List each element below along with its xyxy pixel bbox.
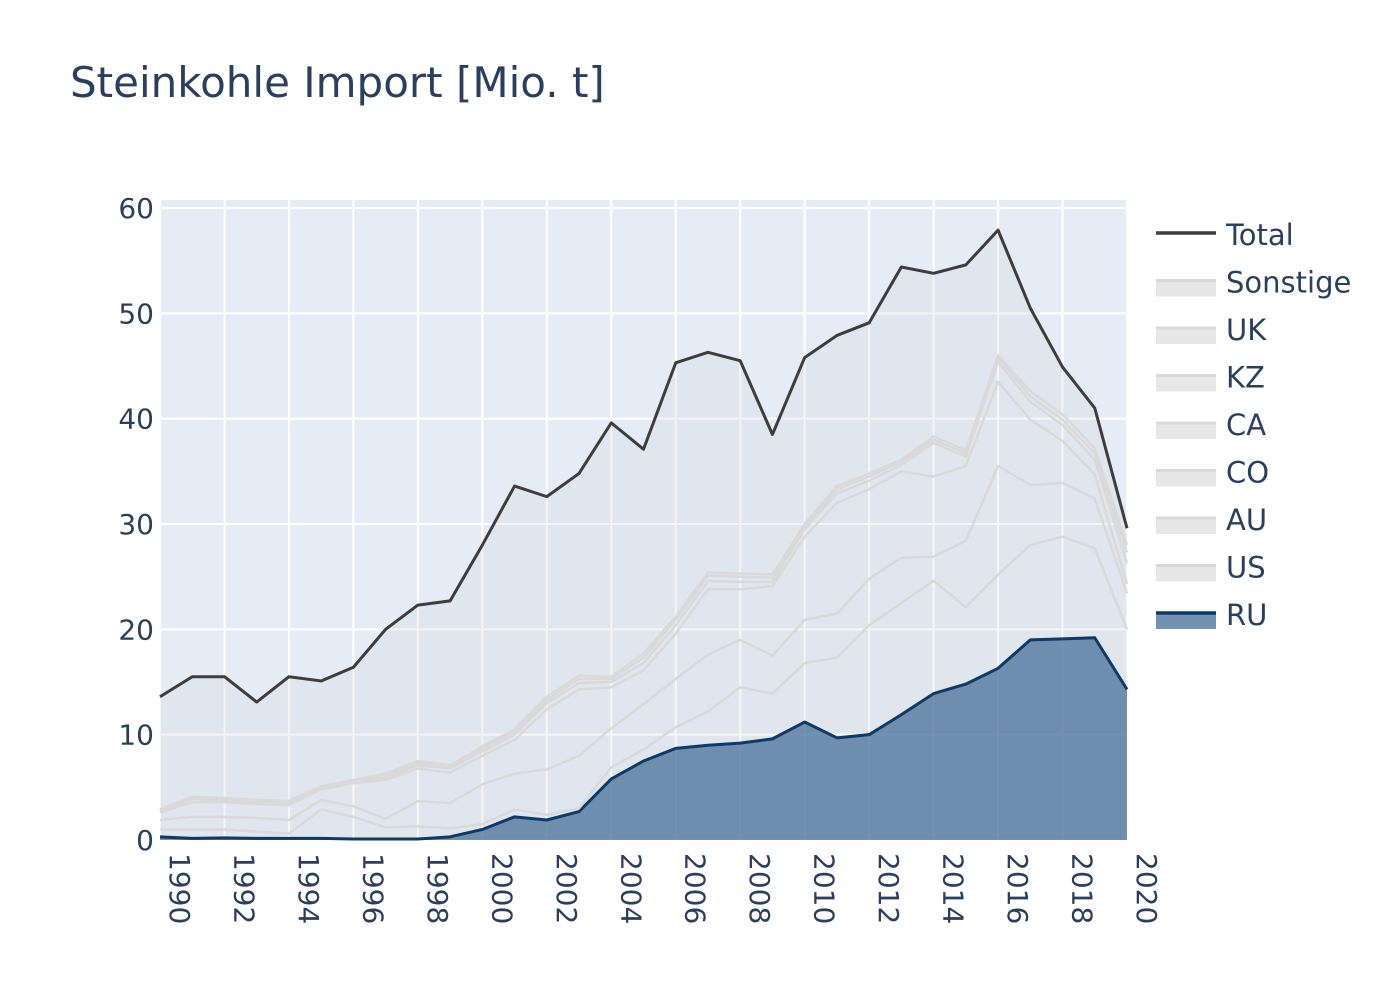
legend-item-ru[interactable]: RU [1156, 598, 1267, 632]
legend-item-uk[interactable]: UK [1156, 313, 1267, 347]
legend-item-kz[interactable]: KZ [1156, 361, 1265, 395]
legend-swatch-fill [1156, 613, 1216, 629]
legend-label: US [1226, 551, 1266, 585]
legend-label: Total [1225, 218, 1294, 252]
line-total [159, 228, 1129, 704]
legend-swatch-fill [1156, 375, 1216, 392]
legend-swatch-fill [1156, 328, 1216, 344]
x-tick-label: 1994 [292, 853, 325, 924]
legend-label: AU [1226, 503, 1267, 537]
x-tick-label: 2000 [485, 853, 518, 924]
x-tick-label: 2016 [1001, 853, 1034, 924]
x-tick-label: 2020 [1130, 853, 1163, 924]
x-tick-label: 1996 [356, 853, 389, 924]
chart-title: Steinkohle Import [Mio. t] [70, 58, 605, 107]
x-axis-ticks: 1990 1992 1994 1996 1998 2000 2002 2004 2006 2008… [163, 853, 1163, 924]
legend[interactable]: Total Sonstige UK KZ CA CO AU US RU [1156, 218, 1351, 632]
legend-label: CA [1226, 408, 1266, 442]
y-tick-label: 10 [118, 719, 154, 752]
legend-item-total[interactable]: Total [1156, 218, 1294, 252]
area-kz [160, 357, 1127, 812]
y-tick-label: 50 [118, 297, 154, 330]
line-us [160, 535, 1129, 835]
line-ru [159, 636, 1129, 841]
legend-swatch-fill [1156, 280, 1216, 297]
x-tick-label: 2008 [743, 853, 776, 924]
area-us [160, 536, 1127, 839]
line-au [159, 464, 1129, 822]
x-tick-label: 2010 [808, 853, 841, 924]
legend-swatch-fill [1156, 423, 1216, 439]
y-tick-label: 0 [136, 824, 154, 857]
legend-item-us[interactable]: US [1156, 551, 1266, 585]
legend-item-au[interactable]: AU [1156, 503, 1267, 537]
x-tick-label: 2018 [1066, 853, 1099, 924]
series-lines [159, 228, 1129, 841]
y-axis-ticks: 0 10 20 30 40 50 60 [118, 192, 154, 857]
x-tick-label: 2002 [550, 853, 583, 924]
legend-swatch-fill [1156, 565, 1216, 582]
area-ru [160, 637, 1127, 840]
legend-item-co[interactable]: CO [1156, 456, 1269, 490]
y-tick-label: 20 [118, 613, 154, 646]
legend-label: KZ [1226, 361, 1265, 395]
x-tick-label: 1998 [421, 853, 454, 924]
x-tick-label: 2014 [937, 853, 970, 924]
legend-label: UK [1226, 313, 1267, 347]
stacked-areas [160, 230, 1127, 840]
y-tick-label: 40 [118, 403, 154, 436]
legend-label: RU [1226, 598, 1267, 632]
x-tick-label: 2004 [614, 853, 647, 924]
legend-item-ca[interactable]: CA [1156, 408, 1266, 442]
legend-swatch-fill [1156, 470, 1216, 487]
legend-item-sonstige[interactable]: Sonstige [1156, 266, 1351, 300]
x-tick-label: 1992 [227, 853, 260, 924]
area-sonstige [160, 230, 1127, 810]
line-uk [159, 354, 1129, 811]
x-tick-label: 1990 [163, 853, 196, 924]
legend-label: CO [1226, 456, 1269, 490]
area-co [160, 381, 1127, 820]
area-ca [160, 361, 1127, 813]
y-tick-label: 30 [118, 508, 154, 541]
y-tick-label: 60 [118, 192, 154, 225]
legend-label: Sonstige [1226, 266, 1351, 300]
x-tick-label: 2006 [679, 853, 712, 924]
area-au [160, 466, 1127, 834]
x-tick-label: 2012 [872, 853, 905, 924]
legend-swatch-fill [1156, 518, 1216, 534]
